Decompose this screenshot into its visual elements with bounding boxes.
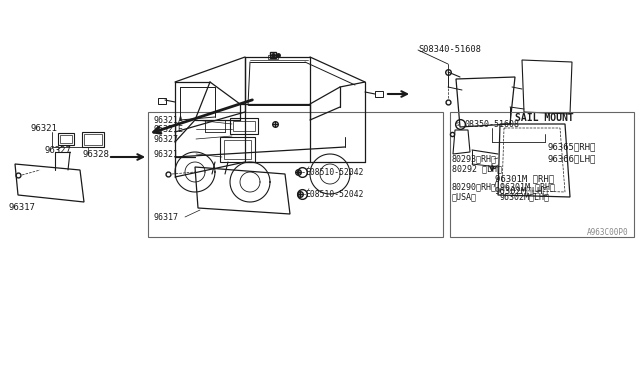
Text: 96365（RH）: 96365（RH） [548,142,596,151]
Text: S08340-51608: S08340-51608 [418,45,481,54]
Text: 96328: 96328 [82,150,109,158]
Bar [82,132,104,147]
Text: 96327: 96327 [153,135,178,144]
Text: SAIL MOUNT: SAIL MOUNT [515,113,573,123]
Bar [60,135,72,143]
Text: 96301M （RH）: 96301M （RH） [495,174,554,183]
Text: 96317: 96317 [153,212,178,221]
Bar [375,91,383,97]
Text: 96301M （RH）: 96301M （RH） [500,183,555,192]
Text: S: S [298,192,301,196]
Text: 96321A: 96321A [153,115,183,125]
Text: É08510-52042: É08510-52042 [305,167,364,176]
Text: 08350-51608: 08350-51608 [465,119,520,128]
Text: （USA）: （USA） [452,192,477,202]
Bar [268,55,278,59]
Text: 80290（RH）: 80290（RH） [452,183,497,192]
Bar [220,137,255,162]
Text: 96321: 96321 [153,150,178,158]
Text: 96327: 96327 [44,145,71,154]
Text: S: S [298,170,301,174]
Text: É08510-52042: É08510-52042 [305,189,364,199]
Bar [224,140,251,159]
Text: 96302M（LH）: 96302M（LH） [495,186,548,196]
Text: A963C00P0: A963C00P0 [587,228,628,237]
Text: 96321E: 96321E [153,125,183,134]
Bar [58,133,74,145]
Bar [230,118,258,134]
Bar [148,112,443,237]
Text: 80292 （LH）: 80292 （LH） [452,164,502,173]
Bar [158,98,166,104]
Text: 80293（RH）: 80293（RH） [452,154,497,164]
Bar [233,121,255,131]
Text: 96321: 96321 [30,124,57,132]
Text: 96366（LH）: 96366（LH） [548,154,596,164]
Bar [450,112,634,237]
Text: S: S [456,122,460,126]
Text: 96317: 96317 [8,202,35,212]
Text: 96302M（LH）: 96302M（LH） [500,192,550,202]
Bar [84,134,102,145]
